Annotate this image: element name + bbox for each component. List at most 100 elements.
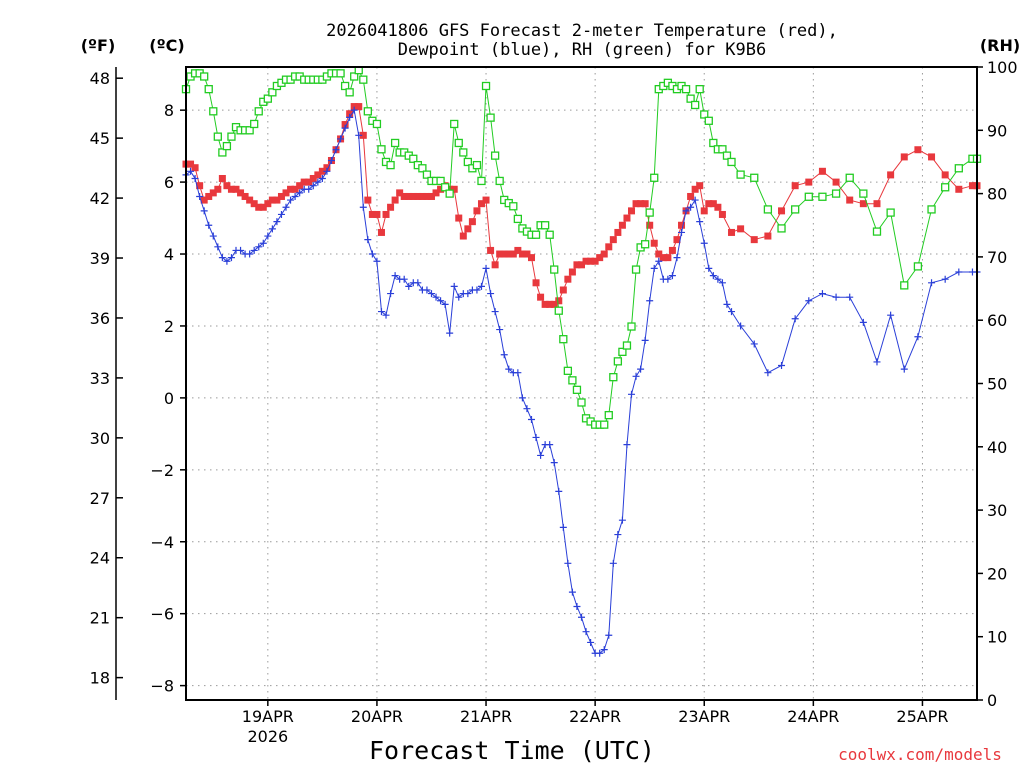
rh-point bbox=[477, 176, 486, 186]
rh-point bbox=[750, 173, 759, 182]
series-line bbox=[186, 106, 977, 305]
rh-point bbox=[245, 126, 254, 135]
rh-tick-label: 20 bbox=[987, 564, 1007, 583]
temperature-point bbox=[291, 185, 299, 193]
x-tick-label: 22APR bbox=[569, 707, 621, 726]
rh-point bbox=[559, 335, 568, 344]
rh-point bbox=[927, 205, 936, 214]
temperature-point bbox=[323, 164, 331, 172]
temperature-point bbox=[237, 189, 245, 197]
rh-point bbox=[250, 119, 259, 129]
rh-point bbox=[686, 94, 695, 103]
dewpoint-point bbox=[277, 210, 285, 218]
dewpoint-point bbox=[700, 239, 708, 247]
temperature-point bbox=[641, 200, 649, 208]
rh-tick-label: 50 bbox=[987, 375, 1007, 394]
dewpoint-point bbox=[437, 297, 445, 305]
dewpoint-point bbox=[750, 340, 758, 348]
x-tick-label: 23APR bbox=[678, 707, 730, 726]
rh-tick-label: 90 bbox=[987, 121, 1007, 140]
temperature-point bbox=[859, 200, 867, 208]
temperature-point bbox=[377, 228, 385, 236]
dewpoint-point bbox=[414, 279, 422, 287]
dewpoint-point bbox=[187, 167, 195, 175]
rh-point bbox=[486, 113, 495, 122]
dewpoint-point bbox=[650, 264, 658, 272]
rh-point bbox=[436, 176, 445, 186]
rh-point bbox=[627, 322, 636, 331]
dewpoint-point bbox=[500, 351, 508, 359]
temperature-point bbox=[655, 250, 663, 258]
dewpoint-point bbox=[496, 326, 504, 334]
rh-point bbox=[386, 160, 395, 170]
rh-point bbox=[650, 173, 659, 182]
temperature-point bbox=[205, 192, 213, 200]
rh-point bbox=[618, 347, 627, 357]
fahrenheit-tick-label: 30 bbox=[90, 429, 110, 448]
dewpoint-point bbox=[673, 254, 681, 262]
temperature-point bbox=[537, 293, 545, 301]
dewpoint-point bbox=[587, 638, 595, 646]
rh-point bbox=[422, 170, 432, 179]
temperature-point bbox=[277, 192, 285, 200]
dewpoint-point bbox=[955, 268, 963, 276]
temperature-point bbox=[568, 268, 576, 276]
dewpoint-point bbox=[196, 192, 204, 200]
rh-point bbox=[613, 357, 623, 366]
rh-tick-label: 30 bbox=[987, 501, 1007, 520]
temperature-point bbox=[559, 286, 567, 294]
chart-title-line1: 2026041806 GFS Forecast 2-meter Temperat… bbox=[326, 21, 838, 41]
temperature-point bbox=[637, 200, 645, 208]
dewpoint-point bbox=[455, 293, 463, 301]
temperature-point bbox=[523, 250, 531, 258]
rh-tick-label: 80 bbox=[987, 185, 1007, 204]
dewpoint-point bbox=[323, 167, 331, 175]
rh-unit-label: (RH) bbox=[980, 36, 1020, 55]
dewpoint-point bbox=[273, 218, 281, 226]
rh-point bbox=[609, 373, 618, 382]
fahrenheit-tick-label: 48 bbox=[90, 69, 110, 88]
rh-point bbox=[336, 69, 345, 78]
temperature-point bbox=[491, 261, 499, 269]
temperature-point bbox=[805, 178, 813, 186]
temperature-point bbox=[287, 185, 295, 193]
temperature-point bbox=[578, 261, 585, 269]
dewpoint-point bbox=[546, 441, 554, 449]
temperature-point bbox=[687, 192, 695, 200]
rh-point bbox=[681, 85, 691, 94]
rh-point bbox=[886, 208, 895, 217]
dewpoint-point bbox=[487, 290, 495, 298]
dewpoint-point bbox=[423, 286, 431, 294]
rh-point bbox=[600, 420, 609, 429]
dewpoint-point bbox=[432, 293, 440, 301]
temperature-point bbox=[668, 246, 676, 254]
dewpoint-point bbox=[387, 290, 395, 298]
credit-label: coolwx.com/models bbox=[838, 745, 1002, 764]
dewpoint-point bbox=[709, 272, 717, 280]
temperature-point bbox=[364, 196, 372, 204]
temperature-point bbox=[264, 200, 272, 208]
dewpoint-point bbox=[805, 297, 813, 305]
temperature-point bbox=[318, 167, 326, 175]
rh-point bbox=[900, 281, 909, 290]
rh-point bbox=[736, 170, 745, 179]
rh-point bbox=[690, 100, 700, 110]
temperature-point bbox=[737, 225, 745, 233]
rh-tick-label: 60 bbox=[987, 311, 1007, 330]
dewpoint-point bbox=[368, 250, 376, 258]
temperature-point bbox=[341, 121, 349, 129]
dewpoint-point bbox=[205, 221, 213, 229]
temperature-point bbox=[187, 160, 195, 168]
rh-point bbox=[550, 265, 559, 274]
dewpoint-point bbox=[632, 372, 640, 380]
temperature-point bbox=[464, 225, 472, 233]
dewpoint-point bbox=[218, 254, 226, 262]
temperature-point bbox=[268, 196, 276, 204]
rh-point bbox=[554, 306, 563, 315]
temperature-point bbox=[673, 236, 681, 244]
rh-point bbox=[254, 107, 263, 116]
celsius-tick-label: −6 bbox=[150, 605, 174, 624]
dewpoint-point bbox=[568, 588, 576, 596]
temperature-point bbox=[432, 189, 440, 197]
dewpoint-point bbox=[728, 308, 736, 316]
